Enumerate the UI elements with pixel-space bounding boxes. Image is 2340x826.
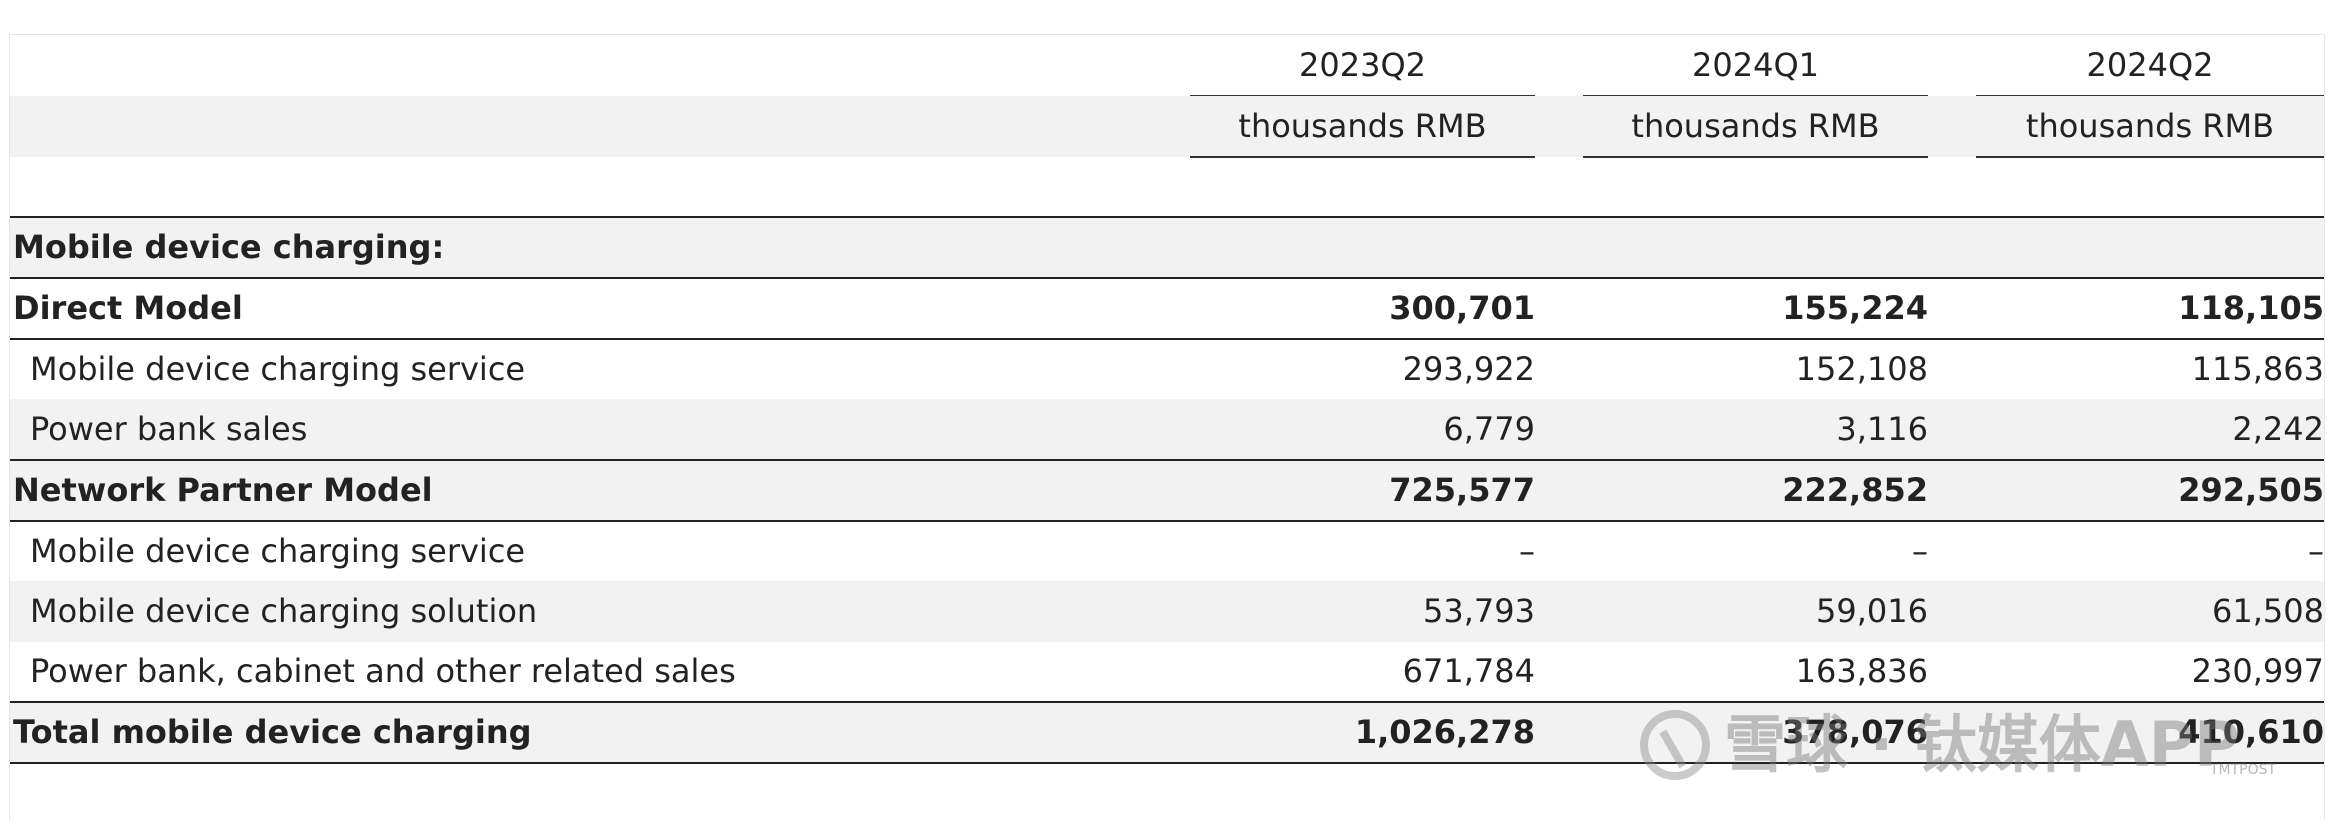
value-2023q2: 293,922 xyxy=(1402,350,1535,388)
row-label: Mobile device charging service xyxy=(30,532,526,570)
row-label: Power bank sales xyxy=(30,410,308,448)
value-2024q2: 61,508 xyxy=(2212,592,2324,630)
value-2023q2: 53,793 xyxy=(1423,592,1535,630)
value-2024q1: 163,836 xyxy=(1795,652,1928,690)
row-label: Power bank, cabinet and other related sa… xyxy=(30,652,736,690)
watermark-text: 雪球 · 钛媒体APP xyxy=(1724,708,2240,781)
table-row-total: Total mobile device charging 1,026,278 3… xyxy=(10,703,2324,764)
header-period-row: 2023Q2 2024Q1 2024Q2 xyxy=(10,35,2324,97)
value-2024q1: 59,016 xyxy=(1816,592,1928,630)
value-2024q1: 222,852 xyxy=(1782,471,1928,509)
watermark: 雪球 · 钛媒体APP xyxy=(1640,700,2240,790)
unit-header: thousands RMB xyxy=(1583,96,1928,158)
value-2024q2: 2,242 xyxy=(2232,410,2324,448)
value-2024q2: 118,105 xyxy=(2178,289,2324,327)
value-2024q1: – xyxy=(1912,532,1928,570)
row-label: Total mobile device charging xyxy=(13,713,532,751)
value-2023q2: 671,784 xyxy=(1402,652,1535,690)
table-row: Power bank, cabinet and other related sa… xyxy=(10,642,2324,703)
value-2023q2: 300,701 xyxy=(1389,289,1535,327)
unit-header: thousands RMB xyxy=(1976,96,2324,158)
value-2024q1: 378,076 xyxy=(1782,713,1928,751)
table-row: Direct Model 300,701 155,224 118,105 xyxy=(10,279,2324,340)
row-label: Mobile device charging service xyxy=(30,350,526,388)
table-row: Power bank sales 6,779 3,116 2,242 xyxy=(10,400,2324,461)
value-2024q2: – xyxy=(2308,532,2324,570)
section-title: Mobile device charging: xyxy=(13,228,445,266)
table-row: Mobile device charging service 293,922 1… xyxy=(10,340,2324,400)
value-2023q2: – xyxy=(1519,532,1535,570)
table-row: Mobile device charging solution 53,793 5… xyxy=(10,582,2324,642)
value-2024q1: 155,224 xyxy=(1782,289,1928,327)
period-header: 2024Q1 xyxy=(1583,35,1928,97)
value-2024q2: 410,610 xyxy=(2178,713,2324,751)
table-row: Mobile device charging service – – – xyxy=(10,522,2324,582)
period-header: 2024Q2 xyxy=(1976,35,2324,97)
table-row: Network Partner Model 725,577 222,852 29… xyxy=(10,461,2324,522)
watermark-small-text: TMTPOST xyxy=(2210,762,2277,778)
value-2024q2: 115,863 xyxy=(2191,350,2324,388)
value-2024q2: 292,505 xyxy=(2178,471,2324,509)
row-label: Network Partner Model xyxy=(13,471,433,509)
header-unit-row: thousands RMB thousands RMB thousands RM… xyxy=(10,96,2324,158)
row-label: Mobile device charging solution xyxy=(30,592,538,630)
revenue-table: 2023Q2 2024Q1 2024Q2 thousands RMB thous… xyxy=(10,35,2324,826)
row-label: Direct Model xyxy=(13,289,243,327)
period-header: 2023Q2 xyxy=(1190,35,1535,97)
value-2024q1: 152,108 xyxy=(1795,350,1928,388)
table-frame xyxy=(9,34,2325,820)
header-spacer xyxy=(10,157,2324,218)
unit-header: thousands RMB xyxy=(1190,96,1535,158)
snowball-logo-icon xyxy=(1640,710,1710,780)
value-2023q2: 1,026,278 xyxy=(1354,713,1535,751)
value-2023q2: 6,779 xyxy=(1443,410,1535,448)
section-title-row: Mobile device charging: xyxy=(10,218,2324,279)
value-2023q2: 725,577 xyxy=(1389,471,1535,509)
value-2024q2: 230,997 xyxy=(2191,652,2324,690)
value-2024q1: 3,116 xyxy=(1836,410,1928,448)
